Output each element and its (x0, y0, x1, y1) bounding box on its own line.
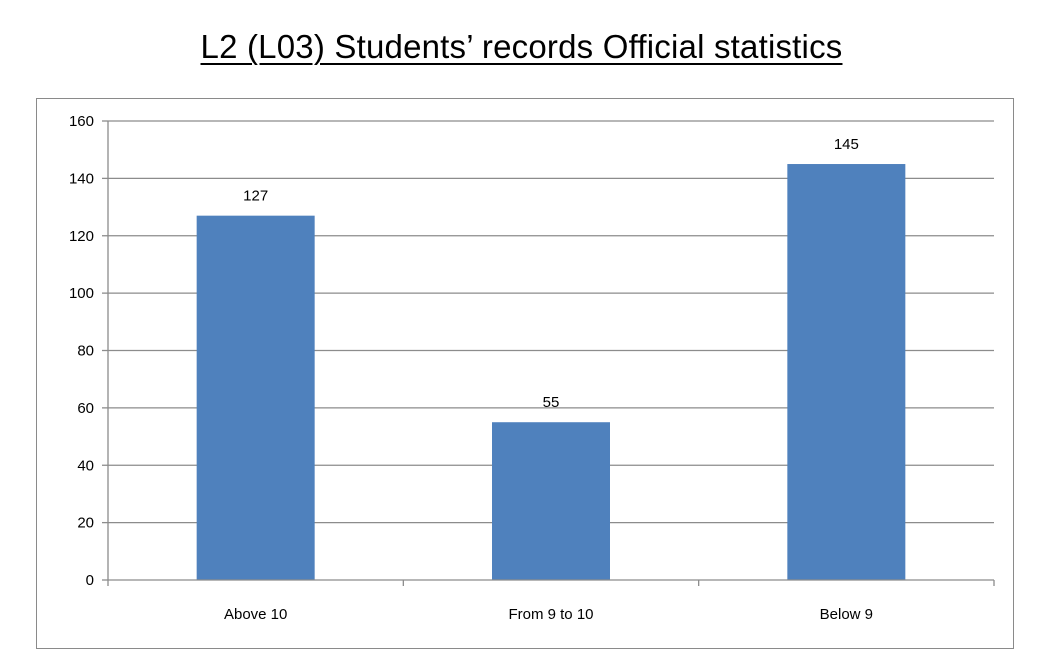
data-label: 145 (834, 136, 859, 153)
chart-title: L2 (L03) Students’ records Official stat… (200, 28, 843, 65)
y-tick-label: 120 (69, 228, 94, 245)
y-tick-label: 20 (77, 515, 94, 532)
bar (787, 164, 906, 580)
y-tick-label: 80 (77, 343, 94, 360)
category-label: Below 9 (820, 606, 873, 623)
data-label: 127 (243, 188, 268, 205)
category-label: From 9 to 10 (508, 606, 593, 623)
data-label: 55 (543, 394, 560, 411)
y-tick-label: 100 (69, 285, 94, 302)
labels: 0 20 40 60 80 100 120 140 160 127 Above 10 55 From 9… (69, 113, 873, 623)
bar (196, 215, 315, 580)
bar (492, 422, 610, 580)
y-tick-label: 40 (77, 457, 94, 474)
chart-frame (36, 98, 1014, 649)
category-label: Above 10 (224, 606, 287, 623)
y-tick-label: 140 (69, 170, 94, 187)
y-tick-label: 60 (77, 400, 94, 417)
axes (102, 120, 995, 586)
y-tick-label: 160 (69, 113, 94, 130)
y-tick-label: 0 (86, 572, 94, 589)
bars (196, 164, 906, 580)
